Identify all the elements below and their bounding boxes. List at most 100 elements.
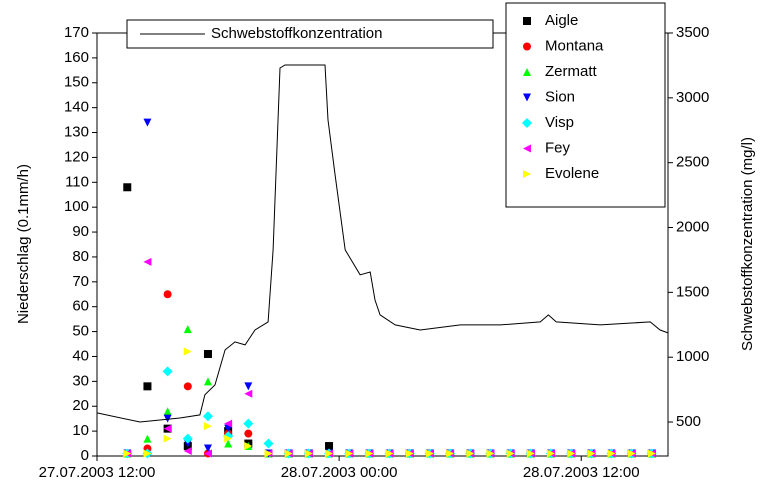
marker (567, 449, 576, 458)
legend-marker (523, 42, 531, 51)
legend-marker (523, 144, 531, 153)
marker (183, 447, 192, 456)
marker (224, 439, 233, 448)
x-tick-label: 27.07.2003 12:00 (39, 464, 156, 481)
marker (244, 442, 253, 451)
marker-legend-box (505, 2, 666, 208)
legend-label: Aigle (545, 12, 578, 29)
y2-axis-label: Schwebstoffkonzentration (mg/l) (739, 137, 756, 351)
y-tick-label: 60 (72, 298, 89, 315)
y2-tick-label: 3500 (676, 24, 709, 41)
x-tick-label: 28.07.2003 00:00 (281, 464, 398, 481)
marker (325, 449, 334, 458)
marker (607, 449, 616, 458)
marker (546, 449, 555, 458)
y-tick-label: 160 (64, 49, 89, 66)
y-tick-label: 150 (64, 74, 89, 91)
marker (224, 419, 233, 428)
marker (183, 382, 192, 391)
legend-label: Evolene (545, 165, 599, 182)
marker (244, 429, 253, 438)
y-tick-label: 130 (64, 123, 89, 140)
y-tick-label: 40 (72, 347, 89, 364)
marker (486, 449, 495, 458)
marker (425, 449, 434, 458)
y-tick-label: 120 (64, 148, 89, 165)
marker (183, 347, 192, 356)
marker (123, 449, 132, 458)
marker (203, 422, 212, 431)
marker (627, 449, 636, 458)
legend-label: Schwebstoffkonzentration (211, 25, 383, 42)
marker (587, 449, 596, 458)
marker (123, 183, 132, 192)
marker (183, 325, 192, 334)
y-tick-label: 80 (72, 248, 89, 265)
concentration-line (96, 64, 669, 423)
y-tick-label: 90 (72, 223, 89, 240)
marker (163, 407, 172, 416)
legend-label: Zermatt (545, 63, 598, 80)
marker (143, 257, 152, 266)
marker (365, 449, 374, 458)
y2-tick-label: 2000 (676, 218, 709, 235)
y-tick-label: 10 (72, 422, 89, 439)
legend-label: Montana (545, 37, 604, 54)
y2-tick-label: 500 (676, 413, 701, 430)
marker (466, 449, 475, 458)
marker (203, 377, 212, 386)
marker (243, 418, 254, 429)
legend-label: Visp (545, 114, 574, 131)
marker (244, 389, 253, 398)
y-tick-label: 170 (64, 24, 89, 41)
marker (264, 449, 273, 458)
marker (182, 433, 193, 444)
marker (143, 382, 152, 391)
marker (345, 449, 354, 458)
y-tick-label: 30 (72, 372, 89, 389)
marker (385, 449, 394, 458)
marker (203, 449, 212, 458)
marker (647, 449, 656, 458)
marker (526, 449, 535, 458)
y2-tick-label: 2500 (676, 154, 709, 171)
marker (405, 449, 414, 458)
y2-tick-label: 1000 (676, 348, 709, 365)
legend-marker (523, 68, 531, 76)
y-tick-label: 0 (81, 447, 89, 464)
marker (163, 434, 172, 443)
legend-marker (523, 17, 531, 25)
marker (163, 414, 172, 423)
y-axis-label: Niederschlag (0.1mm/h) (15, 164, 32, 324)
marker (163, 290, 172, 299)
legend-marker (522, 118, 532, 128)
y2-tick-label: 3000 (676, 89, 709, 106)
marker (203, 444, 212, 453)
y2-tick-label: 1500 (676, 283, 709, 300)
x-tick-label: 28.07.2003 12:00 (523, 464, 640, 481)
y-tick-label: 110 (65, 173, 89, 190)
marker (224, 434, 233, 443)
y-tick-label: 70 (72, 273, 89, 290)
y-tick-label: 140 (64, 99, 89, 116)
marker (162, 366, 173, 377)
legend-label: Sion (545, 88, 575, 105)
marker (506, 449, 515, 458)
legend-marker (523, 170, 531, 178)
marker (284, 449, 293, 458)
marker (143, 118, 152, 127)
y-tick-label: 100 (64, 198, 89, 215)
marker (143, 434, 152, 443)
marker (244, 382, 253, 391)
marker (203, 349, 212, 358)
marker (163, 424, 172, 433)
y-tick-label: 50 (72, 323, 89, 340)
marker (202, 411, 213, 422)
marker (446, 449, 455, 458)
marker (263, 438, 274, 449)
y-tick-label: 20 (72, 397, 89, 414)
legend-marker (523, 93, 531, 102)
marker (304, 449, 313, 458)
marker (143, 449, 152, 458)
